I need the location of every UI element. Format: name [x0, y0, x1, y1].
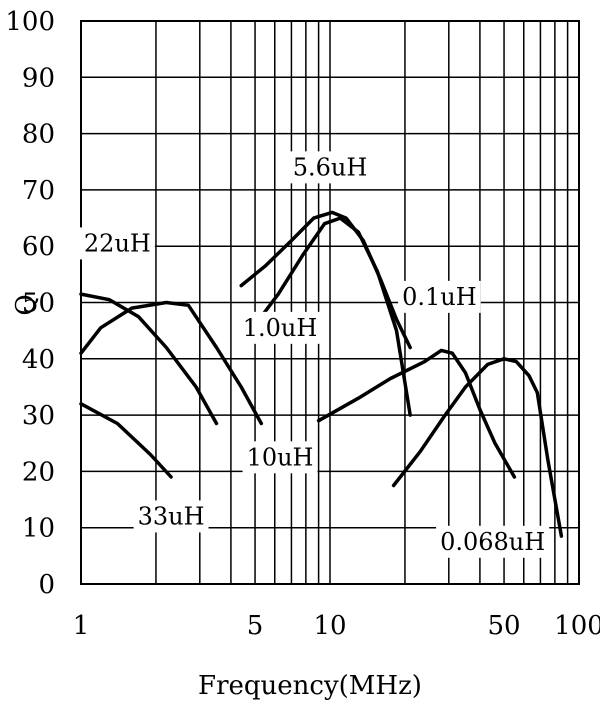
y-axis-label: Q	[11, 294, 41, 315]
x-tick-label-50: 50	[487, 611, 520, 641]
y-tick-label-100: 100	[5, 7, 55, 37]
x-axis-label: Frequency(MHz)	[198, 671, 422, 701]
y-tick-label-30: 30	[22, 401, 55, 431]
x-tick-labels: 1 5 10 50 100	[73, 611, 600, 641]
y-tick-labels: 0 10 20 30 40 50 60 70 80 90 100	[5, 7, 55, 600]
curve-label-bg-5-6uh	[288, 151, 372, 184]
curve-0-1uh	[316, 348, 517, 479]
y-tick-label-20: 20	[22, 457, 55, 487]
plot-frame	[80, 20, 580, 585]
curve-label-bg-0-1uh	[398, 280, 481, 313]
curve-33uh	[79, 402, 173, 479]
curve-0-068uh	[391, 357, 564, 538]
curves	[79, 210, 564, 538]
curve-label-bg-0-068uh	[436, 525, 550, 558]
curve-10uh	[79, 300, 264, 426]
curve-label-1-0uh: 1.0uH	[243, 314, 318, 342]
y-tick-label-80: 80	[22, 120, 55, 150]
curve-label-5-6uh: 5.6uH	[293, 153, 368, 181]
curve-1-0uh	[253, 216, 412, 417]
y-tick-label-0: 0	[38, 570, 55, 600]
curve-label-bg-33uh	[133, 500, 209, 533]
y-tick-label-70: 70	[22, 176, 55, 206]
curve-label-bg-10uh	[242, 441, 318, 474]
curve-labels: 33uH 22uH 10uH 1.0uH 5.6uH 0.1uH 0.068uH	[79, 151, 550, 558]
curve-label-22uh: 22uH	[84, 229, 151, 257]
curve-label-bg-22uh	[79, 227, 155, 260]
curve-label-0-068uh: 0.068uH	[440, 528, 545, 556]
y-tick-label-60: 60	[22, 232, 55, 262]
curve-label-0-1uh: 0.1uH	[402, 283, 477, 311]
curve-label-bg-1-0uh	[238, 311, 322, 344]
x-tick-label-100: 100	[554, 611, 600, 641]
x-tick-label-5: 5	[247, 611, 264, 641]
y-tick-label-10: 10	[22, 514, 55, 544]
curve-22uh	[79, 292, 219, 426]
y-tick-label-40: 40	[22, 345, 55, 375]
x-tick-label-1: 1	[73, 611, 90, 641]
curve-label-33uh: 33uH	[138, 502, 205, 530]
curve-label-10uh: 10uH	[247, 443, 314, 471]
y-tick-label-90: 90	[22, 63, 55, 93]
x-tick-label-10: 10	[313, 611, 346, 641]
y-tick-label-50: 50	[22, 289, 55, 319]
curve-5-6uh	[239, 210, 412, 350]
